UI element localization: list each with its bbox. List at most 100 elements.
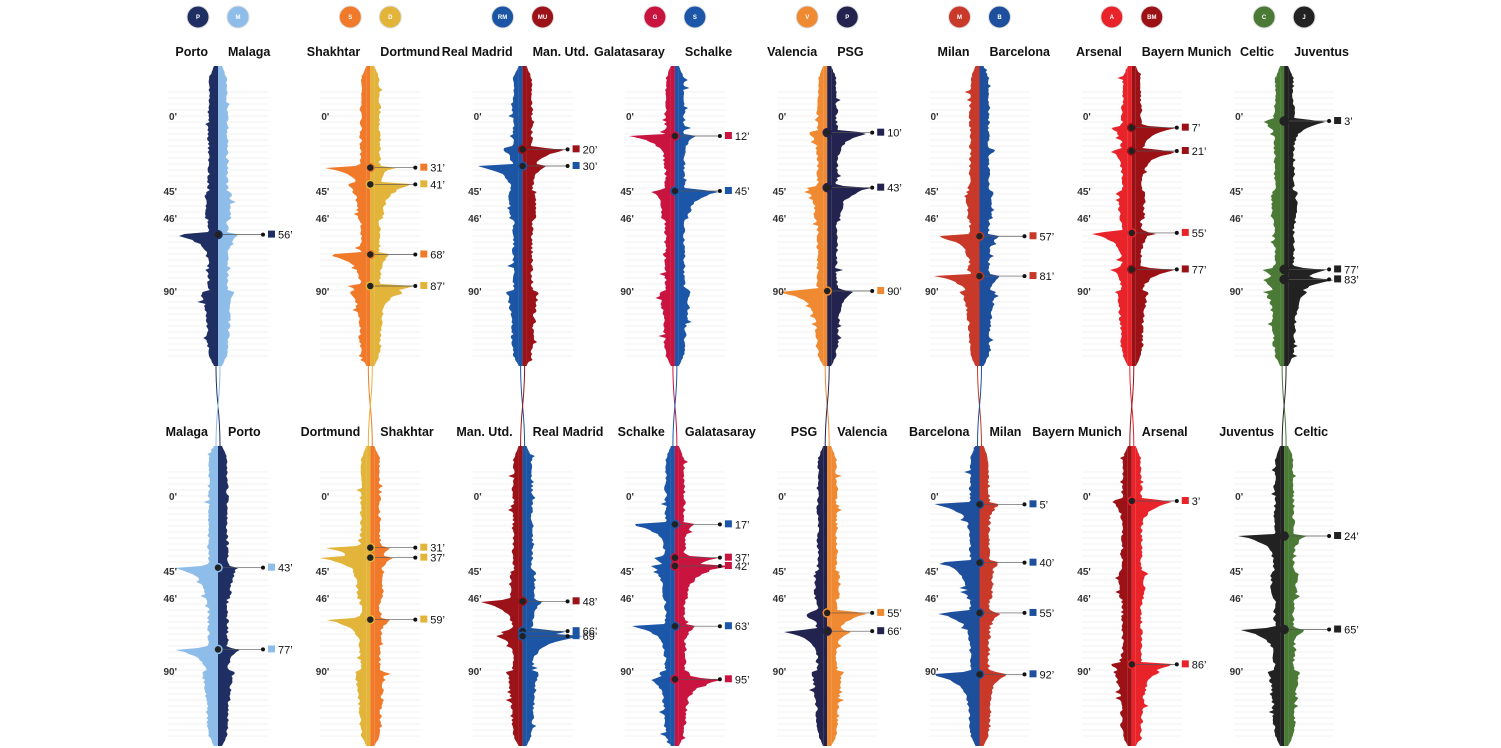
tie-arsenal-vs-bayern-munich: A BM 0' 45' 46' 90' Arsenal Bayern Munich 7’ 21’ 5… bbox=[1032, 5, 1232, 746]
milan-crest-disc bbox=[948, 5, 971, 29]
arsenal-crest-icon: A bbox=[1100, 5, 1124, 29]
goal-team-swatch bbox=[1334, 275, 1342, 283]
goal-dot bbox=[670, 519, 680, 530]
milan-tweet-area bbox=[933, 66, 976, 366]
goal-marker-43: 43’ bbox=[822, 183, 902, 195]
juventus-crest-icon: J bbox=[1292, 5, 1316, 29]
time-label: 46' bbox=[468, 594, 482, 605]
team-name-right: Bayern Munich bbox=[1142, 45, 1232, 59]
goal-minute-label: 65’ bbox=[1344, 625, 1359, 637]
goal-dot bbox=[365, 281, 376, 291]
second-leg-juventus-celtic: 0' 45' 46' 90' Juventus Celtic 24’ 65’ bbox=[1219, 425, 1359, 746]
first-leg-valencia-psg: 0' 45' 46' 90' Valencia PSG 10’ 43’ 90’ bbox=[767, 45, 902, 366]
goal-team-swatch bbox=[420, 282, 428, 290]
valencia-axis-bar bbox=[823, 66, 828, 366]
team-name-right: Man. Utd. bbox=[533, 45, 589, 59]
goal-team-swatch bbox=[724, 562, 732, 569]
goal-dot bbox=[517, 631, 528, 641]
goal-marker-59: 59’ bbox=[365, 615, 445, 627]
first-leg-shakhtar-dortmund: 0' 45' 46' 90' Shakhtar Dortmund 31’ 41’ 68’ 87’ bbox=[307, 45, 445, 366]
second-leg-psg-valencia: 0' 45' 46' 90' PSG Valencia 55’ 66’ bbox=[773, 425, 902, 746]
barcelona-crest-icon: B bbox=[988, 5, 1011, 29]
goal-leader-dot bbox=[1174, 230, 1179, 235]
time-label: 90' bbox=[163, 287, 177, 298]
time-label: 90' bbox=[316, 667, 330, 678]
goal-leader-dot bbox=[717, 677, 722, 682]
goal-leader-dot bbox=[413, 182, 418, 187]
valencia-axis-bar bbox=[827, 446, 832, 746]
time-label: 46' bbox=[773, 594, 787, 605]
malaga-crest-icon: M bbox=[226, 5, 250, 29]
goal-minute-label: 55’ bbox=[1040, 608, 1055, 620]
goal-minute-label: 30’ bbox=[583, 161, 598, 173]
time-label: 0' bbox=[626, 492, 634, 503]
goal-minute-label: 41’ bbox=[430, 179, 445, 191]
goal-minute-label: 43’ bbox=[278, 563, 293, 575]
team-name-left: Shakhtar bbox=[307, 45, 361, 59]
goal-dot bbox=[974, 271, 985, 281]
celtic-crest-initials: C bbox=[1262, 15, 1267, 21]
goal-dot bbox=[1127, 122, 1137, 133]
first-leg-porto-malaga: 0' 45' 46' 90' Porto Malaga 56’ bbox=[163, 45, 293, 366]
schalke-axis-bar bbox=[674, 66, 679, 366]
goal-team-swatch bbox=[1334, 625, 1342, 633]
goal-dot bbox=[670, 131, 680, 141]
goal-leader-dot bbox=[413, 555, 418, 560]
goal-minute-label: 59’ bbox=[430, 615, 445, 627]
goal-team-swatch bbox=[724, 520, 732, 528]
goal-minute-label: 57’ bbox=[1040, 231, 1055, 243]
man-utd-connector bbox=[520, 365, 526, 447]
milan-crest-icon: M bbox=[948, 5, 971, 29]
goal-leader-dot bbox=[413, 284, 418, 289]
time-label: 0' bbox=[169, 112, 177, 123]
goal-leader-dot bbox=[717, 134, 722, 138]
porto-axis-bar bbox=[214, 66, 218, 366]
goal-leader-dot bbox=[870, 289, 875, 293]
juventus-connector bbox=[1281, 365, 1287, 447]
galatasaray-axis-bar bbox=[674, 446, 679, 746]
juventus-crest-initials: J bbox=[1302, 15, 1305, 21]
psg-axis-bar bbox=[823, 446, 828, 746]
goal-team-swatch bbox=[572, 145, 580, 153]
time-label: 0' bbox=[321, 112, 329, 123]
goal-marker-77: 77’ bbox=[1127, 264, 1207, 276]
goal-minute-label: 3’ bbox=[1192, 496, 1201, 508]
goal-team-swatch bbox=[1181, 228, 1189, 236]
shakhtar-tweet-area bbox=[374, 446, 393, 746]
tie-celtic-vs-juventus: C J 0' 45' 46' 90' Celtic Juventus 3’ 77’83’ 0' 45'… bbox=[1219, 5, 1359, 746]
goal-dot bbox=[365, 552, 376, 563]
goal-dot bbox=[1279, 116, 1289, 126]
goal-minute-label: 77’ bbox=[1192, 264, 1207, 276]
goal-leader-dot bbox=[261, 565, 265, 570]
goal-team-swatch bbox=[724, 622, 732, 630]
goal-leader-dot bbox=[717, 189, 722, 193]
goal-leader-dot bbox=[1327, 534, 1332, 538]
barcelona-connector bbox=[977, 365, 982, 447]
team-name-left: PSG bbox=[791, 425, 817, 439]
goal-leader-dot bbox=[1327, 267, 1332, 272]
goal-minute-label: 5’ bbox=[1040, 499, 1049, 511]
psg-tweet-area bbox=[831, 66, 872, 366]
goal-marker-63: 63’ bbox=[670, 621, 750, 633]
galatasaray-tweet-area bbox=[678, 446, 732, 746]
goal-marker-48: 48’ bbox=[517, 596, 597, 608]
goal-leader-dot bbox=[1327, 119, 1332, 123]
goal-team-swatch bbox=[724, 675, 732, 683]
goal-minute-label: 20’ bbox=[583, 144, 598, 156]
goal-leader-dot bbox=[1022, 610, 1027, 615]
shakhtar-axis-bar bbox=[370, 446, 375, 746]
team-name-left: Galatasaray bbox=[594, 45, 665, 59]
goal-minute-label: 42’ bbox=[735, 561, 750, 573]
time-label: 45' bbox=[1230, 187, 1244, 198]
team-name-right: Porto bbox=[228, 425, 261, 439]
goal-dot bbox=[213, 644, 223, 655]
goal-marker-10: 10’ bbox=[822, 127, 902, 140]
real-madrid-tweet-area bbox=[526, 446, 583, 746]
juventus-axis-bar bbox=[1284, 66, 1289, 366]
goal-dot bbox=[670, 621, 680, 631]
goal-marker-86: 86’ bbox=[1127, 659, 1206, 671]
goal-dot bbox=[822, 127, 832, 138]
tie-real-madrid-vs-man-utd: RM MU 0' 45' 46' 90' Real Madrid Man. Utd. 20’ 30… bbox=[442, 5, 603, 746]
goal-marker-42: 42’ bbox=[670, 561, 750, 573]
goal-leader-dot bbox=[717, 555, 722, 560]
